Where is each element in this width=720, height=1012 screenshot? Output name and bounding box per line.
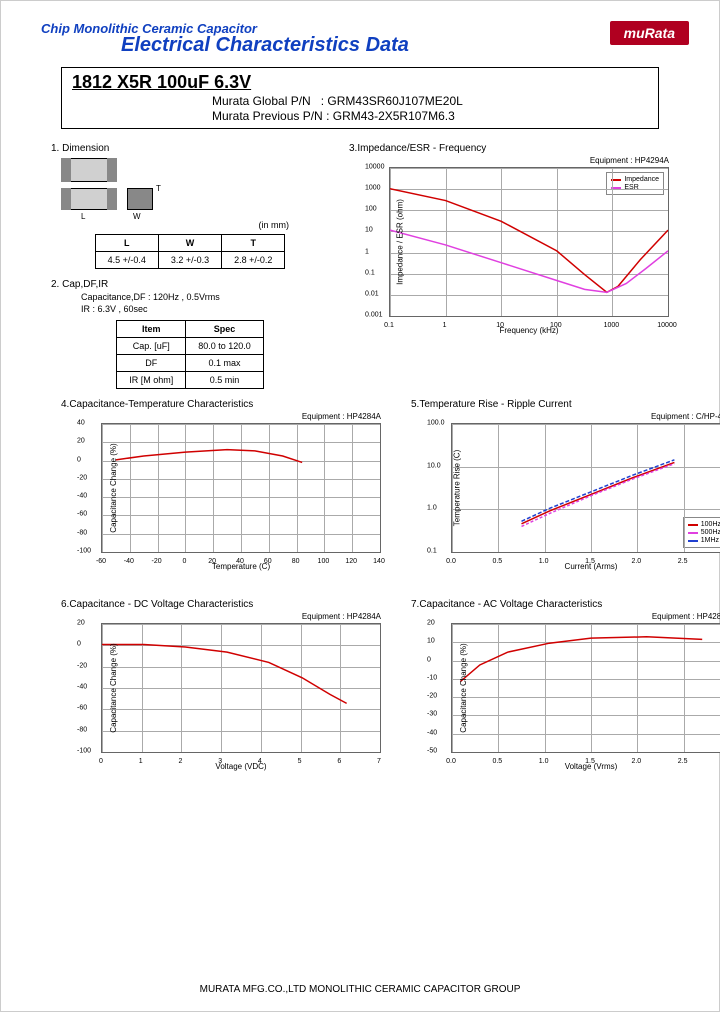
header-row: Chip Monolithic Ceramic Capacitor Electr… xyxy=(31,21,689,57)
chart4 xyxy=(101,423,381,553)
murata-logo: muRata xyxy=(610,21,689,45)
section-2-title: 2. Cap,DF,IR xyxy=(51,279,329,290)
dimension-drawing: L W T xyxy=(61,158,329,218)
chart5-title: 5.Temperature Rise - Ripple Current xyxy=(411,399,720,410)
footer-text: MURATA MFG.CO.,LTD MONOLITHIC CERAMIC CA… xyxy=(1,984,719,995)
chart7-title: 7.Capacitance - AC Voltage Characteristi… xyxy=(411,599,720,610)
capdf-table: ItemSpec Cap. [uF]80.0 to 120.0 DF0.1 ma… xyxy=(116,320,264,389)
title-box: 1812 X5R 100uF 6.3V Murata Global P/N : … xyxy=(61,67,659,129)
global-pn-label: Murata Global P/N xyxy=(212,94,311,108)
chart4-title: 4.Capacitance-Temperature Characteristic… xyxy=(61,399,381,410)
chart6-equip: Equipment : HP4284A xyxy=(61,612,381,621)
section-1-title: 1. Dimension xyxy=(51,143,329,154)
chart5-equip: Equipment : C/HP-400 xyxy=(411,412,720,421)
capdf-cond-2: IR : 6.3V , 60sec xyxy=(81,304,329,314)
product-title: 1812 X5R 100uF 6.3V xyxy=(72,72,648,93)
chart3: Impedance ESR xyxy=(389,167,669,317)
chart7-equip: Equipment : HP4284A xyxy=(411,612,720,621)
chart6 xyxy=(101,623,381,753)
prev-pn-label: Murata Previous P/N xyxy=(212,109,323,123)
elec-line: Electrical Characteristics Data xyxy=(121,34,610,57)
capdf-cond-1: Capacitance,DF : 120Hz , 0.5Vrms xyxy=(81,292,329,302)
chart3-equip: Equipment : HP4294A xyxy=(349,156,669,165)
chart5: 100Hz 500Hz 1MHz xyxy=(451,423,720,553)
dimension-table: LWT 4.5 +/-0.43.2 +/-0.32.8 +/-0.2 xyxy=(95,234,286,269)
chart7 xyxy=(451,623,720,753)
global-pn: : GRM43SR60J107ME20L xyxy=(321,94,463,108)
chart3-title: 3.Impedance/ESR - Frequency xyxy=(349,143,669,154)
prev-pn: : GRM43-2X5R107M6.3 xyxy=(326,109,455,123)
chart6-title: 6.Capacitance - DC Voltage Characteristi… xyxy=(61,599,381,610)
chart4-equip: Equipment : HP4284A xyxy=(61,412,381,421)
dim-unit: (in mm) xyxy=(51,220,289,230)
